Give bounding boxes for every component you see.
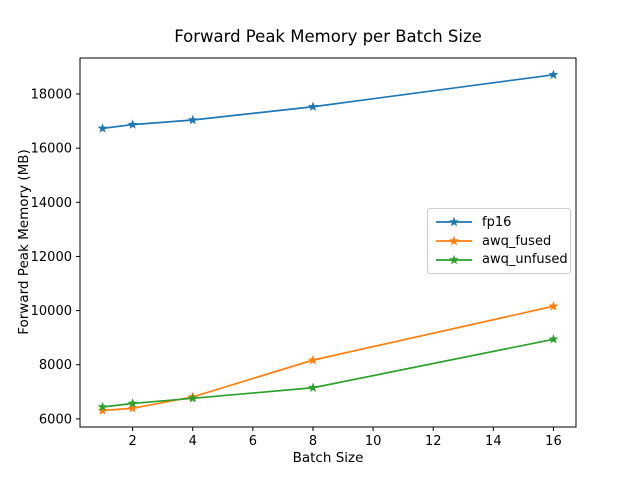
data-point-marker-fp16 xyxy=(127,119,138,129)
x-axis-label: Batch Size xyxy=(292,450,364,466)
x-tick-label: 10 xyxy=(365,434,382,449)
legend-label: awq_fused xyxy=(482,233,552,249)
x-tick-label: 8 xyxy=(309,434,317,449)
legend: fp16 awq_fused awq_unfused xyxy=(427,208,571,274)
y-tick-label: 8000 xyxy=(39,358,72,373)
data-point-marker-fp16 xyxy=(187,114,198,125)
line-star-swatch-icon xyxy=(436,235,472,246)
data-point-marker-awq_unfused xyxy=(127,398,138,408)
x-tick-label: 2 xyxy=(128,434,136,449)
legend-item-awq-fused: awq_fused xyxy=(435,232,563,251)
data-point-marker-awq_unfused xyxy=(548,334,559,344)
legend-label: fp16 xyxy=(482,214,512,230)
data-point-marker-fp16 xyxy=(548,69,559,79)
data-point-marker-awq_fused xyxy=(97,405,108,415)
legend-item-fp16: fp16 xyxy=(435,213,563,232)
y-tick-label: 12000 xyxy=(31,250,72,265)
legend-star-marker xyxy=(449,217,459,227)
line-star-swatch-icon xyxy=(436,254,472,264)
series-line-awq_fused xyxy=(102,305,554,412)
data-point-marker-awq_unfused xyxy=(308,382,318,392)
y-tick-label: 14000 xyxy=(31,196,72,211)
series-line-fp16 xyxy=(102,73,554,130)
data-point-marker-awq_unfused xyxy=(187,393,198,403)
y-tick-label: 18000 xyxy=(31,88,72,103)
y-axis-label: Forward Peak Memory (MB) xyxy=(16,149,32,335)
series-line-awq_unfused xyxy=(102,338,554,408)
x-tick-label: 4 xyxy=(189,434,197,449)
axes-frame xyxy=(79,57,577,428)
data-point-marker-awq_fused xyxy=(127,403,138,413)
data-point-marker-awq_unfused xyxy=(97,401,108,412)
x-tick-label: 12 xyxy=(425,434,442,449)
x-tick-label: 14 xyxy=(485,434,502,449)
y-tick-label: 16000 xyxy=(31,142,72,157)
y-tick-label: 6000 xyxy=(39,412,72,427)
legend-star-marker xyxy=(449,235,459,246)
data-point-marker-fp16 xyxy=(308,101,318,111)
data-point-marker-awq_fused xyxy=(548,301,559,311)
legend-star-marker xyxy=(449,254,459,264)
x-tick-label: 6 xyxy=(249,434,257,449)
x-tick-label: 16 xyxy=(545,434,562,449)
chart-title: Forward Peak Memory per Batch Size xyxy=(174,27,482,46)
line-star-swatch-icon xyxy=(436,217,472,227)
data-point-marker-awq_fused xyxy=(308,354,318,365)
legend-item-awq-unfused: awq_unfused xyxy=(435,250,568,269)
y-tick-label: 10000 xyxy=(31,304,72,319)
legend-label: awq_unfused xyxy=(482,252,568,268)
data-point-marker-fp16 xyxy=(97,123,108,133)
